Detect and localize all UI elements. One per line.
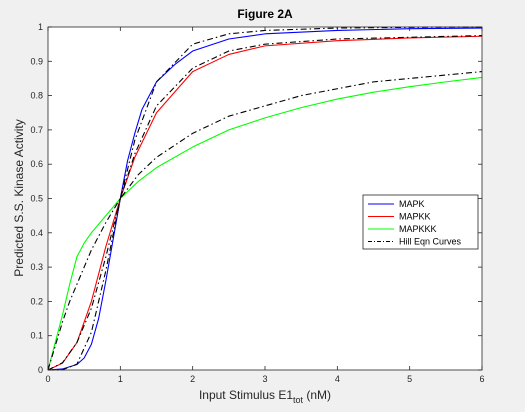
x-tick-label: 1: [118, 374, 123, 384]
x-tick-label: 5: [407, 374, 412, 384]
y-tick-label: 1: [38, 22, 43, 32]
x-tick-label: 0: [45, 374, 50, 384]
y-tick-label: 0.1: [30, 331, 43, 341]
y-tick-label: 0.9: [30, 56, 43, 66]
chart-title: Figure 2A: [237, 7, 293, 21]
y-tick-label: 0.5: [30, 194, 43, 204]
x-tick-label: 2: [190, 374, 195, 384]
series-line-mapk: [47, 27, 483, 371]
x-tick-label: 4: [335, 374, 340, 384]
legend-label-mapk: MAPK: [399, 199, 425, 209]
series-line-mapkkk: [47, 76, 483, 371]
y-tick-label: 0.3: [30, 262, 43, 272]
x-axis-label-subscript: tot: [293, 395, 304, 405]
x-tick-label: 6: [479, 374, 484, 384]
y-tick-label: 0.8: [30, 91, 43, 101]
legend-label-hill-eqn-curves: Hill Eqn Curves: [399, 237, 462, 247]
y-tick-label: 0.2: [30, 296, 43, 306]
series-line-mapkk: [47, 35, 483, 371]
y-tick-label: 0.7: [30, 125, 43, 135]
legend: MAPK MAPKK MAPKKK Hill Eqn Curves: [362, 194, 479, 250]
y-axis-label: Predicted S.S. Kinase Activity: [12, 119, 26, 276]
x-axis-label: Input Stimulus E1tot (nM): [199, 388, 331, 405]
series-line-hill-curve-5: [47, 71, 483, 371]
x-tick-label: 3: [262, 374, 267, 384]
ticks-group: 0 1 2 3 4 5 6 0 0.1 0.2 0.3 0.4 0.5 0.6 0.7 0.8 0.9 1: [30, 22, 484, 384]
y-tick-label: 0.6: [30, 159, 43, 169]
x-axis-label-unit: (nM): [303, 388, 331, 402]
legend-label-mapkkk: MAPKKK: [399, 224, 437, 234]
y-tick-label: 0: [38, 365, 43, 375]
x-axis-label-main: Input Stimulus E1: [199, 388, 293, 402]
legend-label-mapkk: MAPKK: [399, 212, 431, 222]
y-tick-label: 0.4: [30, 228, 43, 238]
series-line-hill-eqn-curves: [47, 26, 483, 371]
curves-group: [47, 26, 483, 371]
